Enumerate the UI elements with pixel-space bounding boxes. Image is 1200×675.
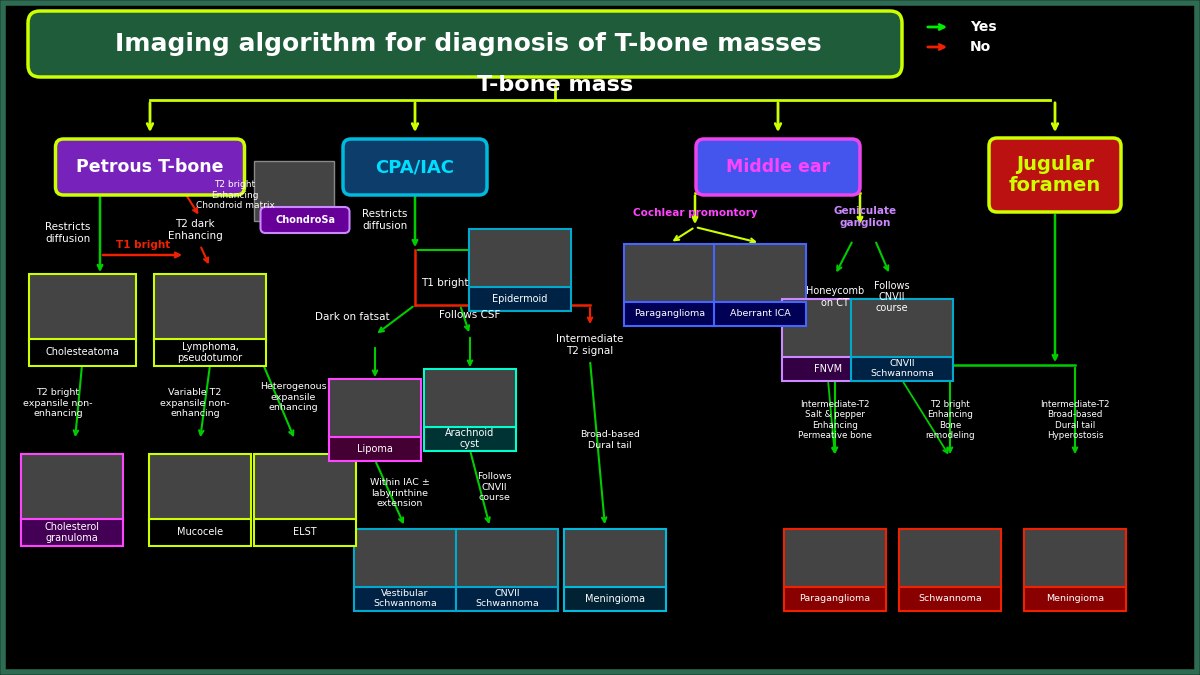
FancyBboxPatch shape — [696, 139, 860, 195]
FancyBboxPatch shape — [260, 207, 349, 233]
FancyBboxPatch shape — [456, 529, 558, 589]
FancyBboxPatch shape — [254, 161, 334, 221]
Text: Honeycomb
on CT: Honeycomb on CT — [806, 286, 864, 308]
FancyBboxPatch shape — [343, 139, 487, 195]
FancyBboxPatch shape — [22, 519, 124, 546]
Text: CPA/IAC: CPA/IAC — [376, 158, 455, 176]
Text: CNVII
Schwannoma: CNVII Schwannoma — [870, 360, 934, 378]
Text: Heterogenous
expansile
enhancing: Heterogenous expansile enhancing — [259, 383, 326, 412]
FancyBboxPatch shape — [254, 454, 356, 521]
FancyBboxPatch shape — [469, 229, 571, 289]
Text: Schwannoma: Schwannoma — [918, 594, 982, 603]
Text: Cholesterol
granuloma: Cholesterol granuloma — [44, 522, 100, 543]
FancyBboxPatch shape — [714, 302, 806, 326]
Text: T1 bright: T1 bright — [116, 240, 170, 250]
FancyBboxPatch shape — [469, 287, 571, 311]
Text: Intermediate
T2 signal: Intermediate T2 signal — [557, 334, 624, 356]
FancyBboxPatch shape — [424, 369, 516, 429]
FancyBboxPatch shape — [424, 427, 516, 451]
FancyBboxPatch shape — [254, 519, 356, 546]
FancyBboxPatch shape — [714, 244, 806, 304]
Text: T2 dark
Enhancing: T2 dark Enhancing — [168, 219, 222, 240]
Text: Cochlear promontory: Cochlear promontory — [632, 208, 757, 218]
Text: Epidermoid: Epidermoid — [492, 294, 547, 304]
Text: FNVM: FNVM — [814, 364, 842, 374]
Text: Paraganglioma: Paraganglioma — [635, 309, 706, 319]
Text: Variable T2
expansile non-
enhancing: Variable T2 expansile non- enhancing — [161, 388, 229, 418]
FancyBboxPatch shape — [1024, 529, 1126, 589]
FancyBboxPatch shape — [329, 437, 421, 461]
Text: Within IAC ±
labyrinthine
extension: Within IAC ± labyrinthine extension — [370, 479, 430, 508]
Text: Restricts
diffusion: Restricts diffusion — [362, 209, 408, 231]
FancyBboxPatch shape — [851, 356, 953, 381]
Text: Geniculate
ganglion: Geniculate ganglion — [834, 207, 896, 227]
Text: No: No — [970, 40, 991, 54]
Text: Meningioma: Meningioma — [586, 594, 646, 604]
Text: Aberrant ICA: Aberrant ICA — [730, 309, 791, 319]
FancyBboxPatch shape — [29, 339, 136, 366]
FancyBboxPatch shape — [782, 299, 874, 358]
Text: ELST: ELST — [293, 527, 317, 537]
Text: Follows CSF: Follows CSF — [439, 310, 500, 320]
Text: Paraganglioma: Paraganglioma — [799, 594, 870, 603]
Text: CNVII
Schwannoma: CNVII Schwannoma — [475, 589, 539, 608]
FancyBboxPatch shape — [354, 529, 456, 589]
Text: Lipoma: Lipoma — [358, 443, 392, 454]
FancyBboxPatch shape — [1024, 587, 1126, 611]
Text: Dark on fatsat: Dark on fatsat — [314, 312, 389, 322]
Text: T2 bright
Enhancing
Chondroid matrix: T2 bright Enhancing Chondroid matrix — [196, 180, 275, 209]
FancyBboxPatch shape — [28, 11, 902, 77]
Text: Meningioma: Meningioma — [1046, 594, 1104, 603]
Text: Intermediate-T2
Salt & pepper
Enhancing
Permeative bone: Intermediate-T2 Salt & pepper Enhancing … — [798, 400, 872, 439]
FancyBboxPatch shape — [22, 454, 124, 521]
Text: Lymphoma,
pseudotumor: Lymphoma, pseudotumor — [178, 342, 242, 362]
Text: Follows
CNVII
course: Follows CNVII course — [874, 281, 910, 313]
Text: T2 bright
Enhancing
Bone
remodeling: T2 bright Enhancing Bone remodeling — [925, 400, 974, 439]
FancyBboxPatch shape — [624, 244, 716, 304]
FancyBboxPatch shape — [29, 274, 136, 341]
FancyBboxPatch shape — [149, 519, 251, 546]
Text: T1 bright: T1 bright — [421, 278, 469, 288]
FancyBboxPatch shape — [149, 454, 251, 521]
FancyBboxPatch shape — [989, 138, 1121, 212]
Text: ChondroSa: ChondroSa — [275, 215, 335, 225]
Text: Middle ear: Middle ear — [726, 158, 830, 176]
FancyBboxPatch shape — [456, 587, 558, 611]
FancyBboxPatch shape — [55, 139, 245, 195]
Text: Follows
CNVII
course: Follows CNVII course — [476, 472, 511, 502]
Text: Intermediate-T2
Broad-based
Dural tail
Hyperostosis: Intermediate-T2 Broad-based Dural tail H… — [1040, 400, 1110, 439]
FancyBboxPatch shape — [784, 587, 886, 611]
Text: Cholesteatoma: Cholesteatoma — [46, 348, 119, 357]
Text: Mucocele: Mucocele — [176, 527, 223, 537]
FancyBboxPatch shape — [624, 302, 716, 326]
FancyBboxPatch shape — [154, 339, 266, 366]
FancyBboxPatch shape — [329, 379, 421, 439]
FancyBboxPatch shape — [782, 356, 874, 381]
FancyBboxPatch shape — [851, 299, 953, 358]
FancyBboxPatch shape — [899, 529, 1001, 589]
Text: T-bone mass: T-bone mass — [476, 75, 634, 95]
Text: Imaging algorithm for diagnosis of T-bone masses: Imaging algorithm for diagnosis of T-bon… — [115, 32, 821, 56]
Text: Petrous T-bone: Petrous T-bone — [77, 158, 223, 176]
Text: Yes: Yes — [970, 20, 997, 34]
FancyBboxPatch shape — [564, 587, 666, 611]
Text: Arachnoid
cyst: Arachnoid cyst — [445, 429, 494, 449]
Text: Jugular
foramen: Jugular foramen — [1009, 155, 1102, 195]
FancyBboxPatch shape — [564, 529, 666, 589]
FancyBboxPatch shape — [154, 274, 266, 341]
Text: Broad-based
Dural tail: Broad-based Dural tail — [580, 431, 640, 450]
Text: Restricts
diffusion: Restricts diffusion — [46, 222, 91, 244]
Text: T2 bright
expansile non-
enhancing: T2 bright expansile non- enhancing — [23, 388, 92, 418]
FancyBboxPatch shape — [899, 587, 1001, 611]
Text: Vestibular
Schwannoma: Vestibular Schwannoma — [373, 589, 437, 608]
FancyBboxPatch shape — [784, 529, 886, 589]
FancyBboxPatch shape — [354, 587, 456, 611]
